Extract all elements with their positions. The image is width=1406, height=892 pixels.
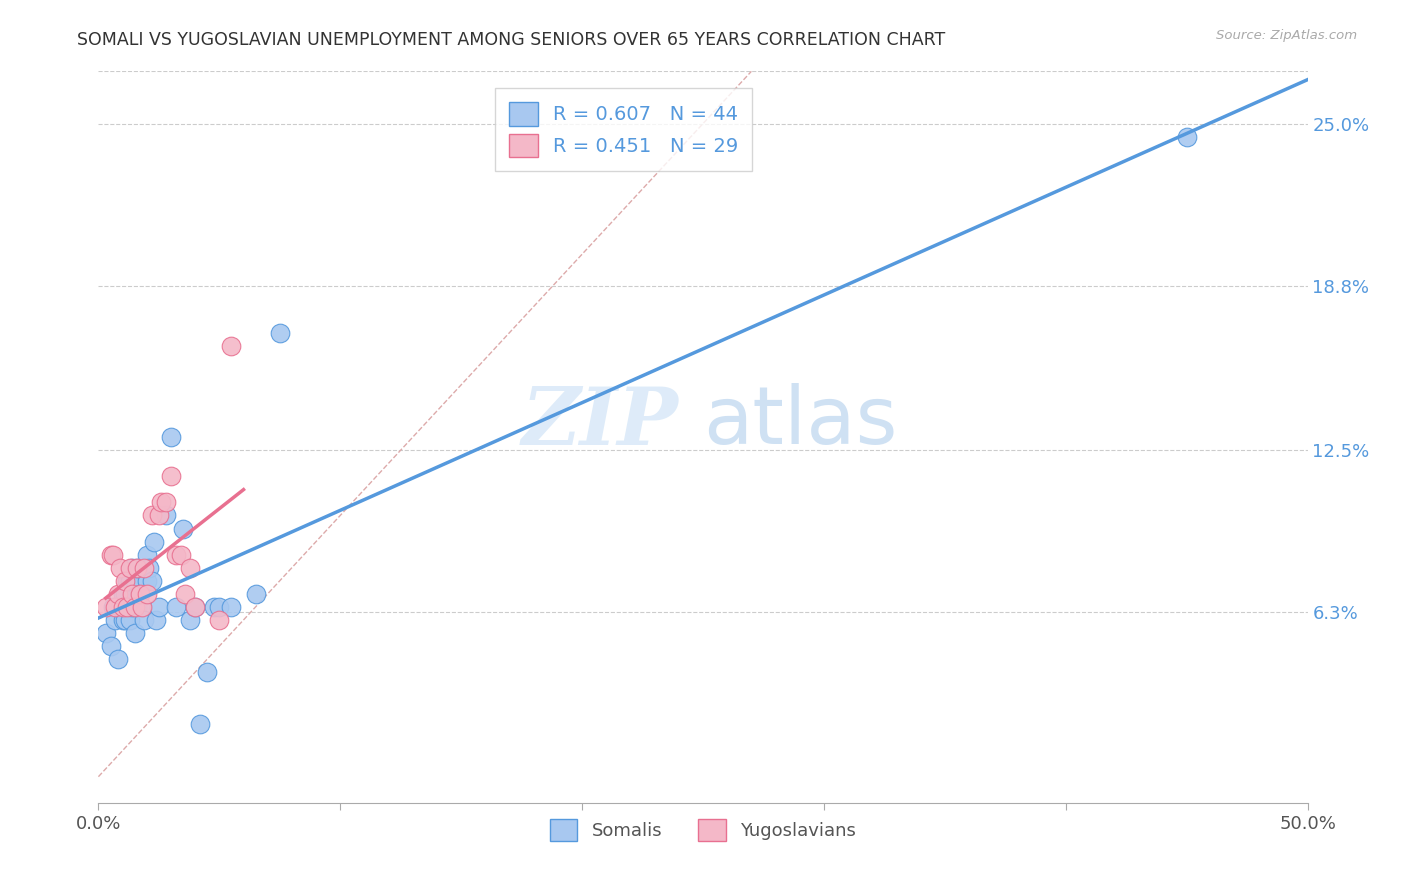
Point bbox=[195, 665, 218, 680]
Point bbox=[165, 599, 187, 614]
Point bbox=[184, 599, 207, 614]
Point bbox=[121, 587, 143, 601]
Point bbox=[107, 587, 129, 601]
Point bbox=[100, 639, 122, 653]
Point bbox=[114, 574, 136, 588]
Point bbox=[1175, 129, 1198, 144]
Point bbox=[117, 599, 139, 614]
Point bbox=[221, 339, 243, 353]
Point bbox=[114, 587, 136, 601]
Point bbox=[101, 548, 124, 562]
Point bbox=[134, 613, 156, 627]
Point bbox=[174, 587, 197, 601]
Point bbox=[208, 613, 231, 627]
Point bbox=[124, 574, 146, 588]
Point bbox=[148, 508, 170, 523]
Point bbox=[124, 599, 146, 614]
Point bbox=[184, 599, 207, 614]
Point bbox=[104, 599, 127, 614]
Point bbox=[160, 430, 183, 444]
Point bbox=[114, 613, 136, 627]
Point bbox=[128, 587, 150, 601]
Point bbox=[155, 508, 177, 523]
Point bbox=[94, 626, 117, 640]
Point bbox=[208, 599, 231, 614]
Point bbox=[124, 626, 146, 640]
Point bbox=[135, 574, 157, 588]
Point bbox=[134, 560, 156, 574]
Point bbox=[204, 599, 226, 614]
Point bbox=[101, 599, 124, 614]
Point bbox=[160, 469, 183, 483]
Point bbox=[172, 521, 194, 535]
Text: SOMALI VS YUGOSLAVIAN UNEMPLOYMENT AMONG SENIORS OVER 65 YEARS CORRELATION CHART: SOMALI VS YUGOSLAVIAN UNEMPLOYMENT AMONG… bbox=[77, 31, 946, 49]
Point bbox=[111, 587, 134, 601]
Point bbox=[121, 560, 143, 574]
Point bbox=[148, 599, 170, 614]
Text: atlas: atlas bbox=[703, 384, 897, 461]
Point bbox=[150, 495, 173, 509]
Point bbox=[127, 560, 149, 574]
Point bbox=[100, 548, 122, 562]
Point bbox=[118, 560, 141, 574]
Text: Source: ZipAtlas.com: Source: ZipAtlas.com bbox=[1216, 29, 1357, 42]
Point bbox=[104, 613, 127, 627]
Point bbox=[107, 652, 129, 666]
Point bbox=[221, 599, 243, 614]
Point bbox=[118, 574, 141, 588]
Point bbox=[127, 599, 149, 614]
Point bbox=[138, 560, 160, 574]
Point bbox=[111, 613, 134, 627]
Point bbox=[135, 587, 157, 601]
Point bbox=[94, 599, 117, 614]
Point bbox=[117, 574, 139, 588]
Point bbox=[135, 548, 157, 562]
Point bbox=[179, 613, 201, 627]
Point bbox=[165, 548, 187, 562]
Point bbox=[118, 613, 141, 627]
Point bbox=[131, 599, 153, 614]
Point bbox=[145, 613, 167, 627]
Point bbox=[155, 495, 177, 509]
Point bbox=[179, 560, 201, 574]
Point bbox=[127, 560, 149, 574]
Point bbox=[141, 508, 163, 523]
Point bbox=[141, 574, 163, 588]
Point bbox=[143, 534, 166, 549]
Point bbox=[169, 548, 191, 562]
Point bbox=[128, 587, 150, 601]
Point bbox=[269, 326, 291, 340]
Point bbox=[131, 599, 153, 614]
Point bbox=[111, 599, 134, 614]
Point bbox=[245, 587, 267, 601]
Point bbox=[108, 599, 131, 614]
Text: ZIP: ZIP bbox=[522, 384, 679, 461]
Point bbox=[108, 560, 131, 574]
Point bbox=[188, 717, 211, 731]
Point bbox=[117, 599, 139, 614]
Legend: Somalis, Yugoslavians: Somalis, Yugoslavians bbox=[543, 812, 863, 848]
Point bbox=[121, 599, 143, 614]
